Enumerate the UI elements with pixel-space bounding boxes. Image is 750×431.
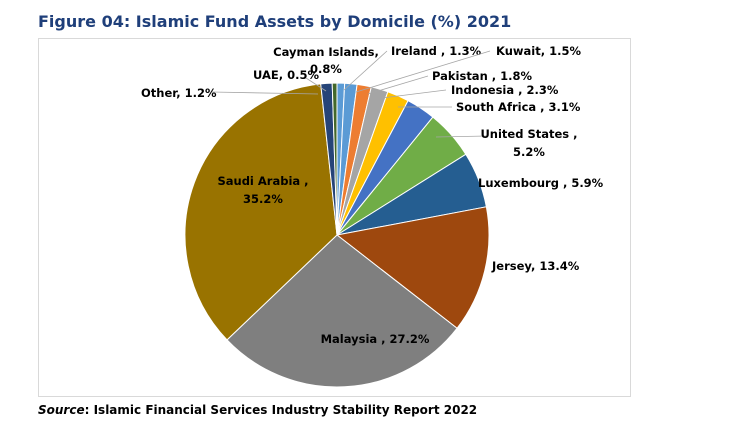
data-label-line: South Africa , 3.1% — [456, 100, 581, 114]
data-label-luxembourg: Luxembourg , 5.9% — [478, 176, 604, 190]
leader-line-indonesia — [381, 89, 447, 99]
data-label-line: Kuwait, 1.5% — [496, 44, 581, 58]
leader-line-united-states — [435, 135, 488, 138]
data-label-line: Luxembourg , 5.9% — [478, 176, 604, 190]
figure-title: Figure 04: Islamic Fund Assets by Domici… — [38, 12, 512, 31]
data-label-line: 5.2% — [513, 145, 545, 159]
data-label-line: 0.8% — [310, 62, 342, 76]
data-label-ireland: Ireland , 1.3% — [391, 44, 482, 58]
source-note: Source: Islamic Financial Services Indus… — [38, 403, 477, 417]
leader-line-kuwait — [355, 50, 491, 93]
data-label-line: Malaysia , 27.2% — [321, 332, 430, 346]
data-label-united-states: United States , 5.2% — [480, 127, 577, 159]
leader-line-uae — [305, 77, 327, 92]
data-label-line: Saudi Arabia , — [217, 174, 308, 188]
data-label-line: 35.2% — [243, 192, 283, 206]
data-label-line: Ireland , 1.3% — [391, 44, 482, 58]
leader-line-other — [211, 91, 319, 95]
data-label-pakistan: Pakistan , 1.8% — [432, 69, 533, 83]
data-label-indonesia: Indonesia , 2.3% — [451, 83, 559, 97]
data-label-saudi-arabia: Saudi Arabia , 35.2% — [217, 174, 308, 206]
pie-slice-malaysia — [226, 234, 458, 388]
pie-slice-jersey — [335, 206, 490, 329]
data-label-cayman-islands: Cayman Islands, 0.8% — [273, 45, 379, 76]
chart-frame — [38, 38, 631, 397]
source-text: : Islamic Financial Services Industry St… — [84, 403, 478, 417]
leader-line-pakistan — [367, 75, 429, 95]
data-label-line: United States , — [480, 127, 577, 141]
data-label-line: Pakistan , 1.8% — [432, 69, 533, 83]
leader-line-ireland — [343, 50, 388, 91]
data-label-line: Indonesia , 2.3% — [451, 83, 559, 97]
data-label-line: UAE, 0.5% — [253, 68, 319, 82]
source-prefix: Source — [38, 403, 85, 417]
pie-slice-saudi-arabia — [184, 83, 338, 341]
data-label-malaysia: Malaysia , 27.2% — [321, 332, 430, 346]
data-label-jersey: Jersey, 13.4% — [491, 259, 580, 273]
data-label-other: Other, 1.2% — [141, 86, 217, 100]
data-label-kuwait: Kuwait, 1.5% — [496, 44, 581, 58]
data-label-south-africa: South Africa , 3.1% — [456, 100, 581, 114]
data-label-line: Other, 1.2% — [141, 86, 217, 100]
data-label-uae: UAE, 0.5% — [253, 68, 319, 82]
data-label-line: Jersey, 13.4% — [491, 259, 580, 273]
pie-slice-uae — [331, 82, 338, 236]
data-label-line: Cayman Islands, — [273, 45, 379, 59]
